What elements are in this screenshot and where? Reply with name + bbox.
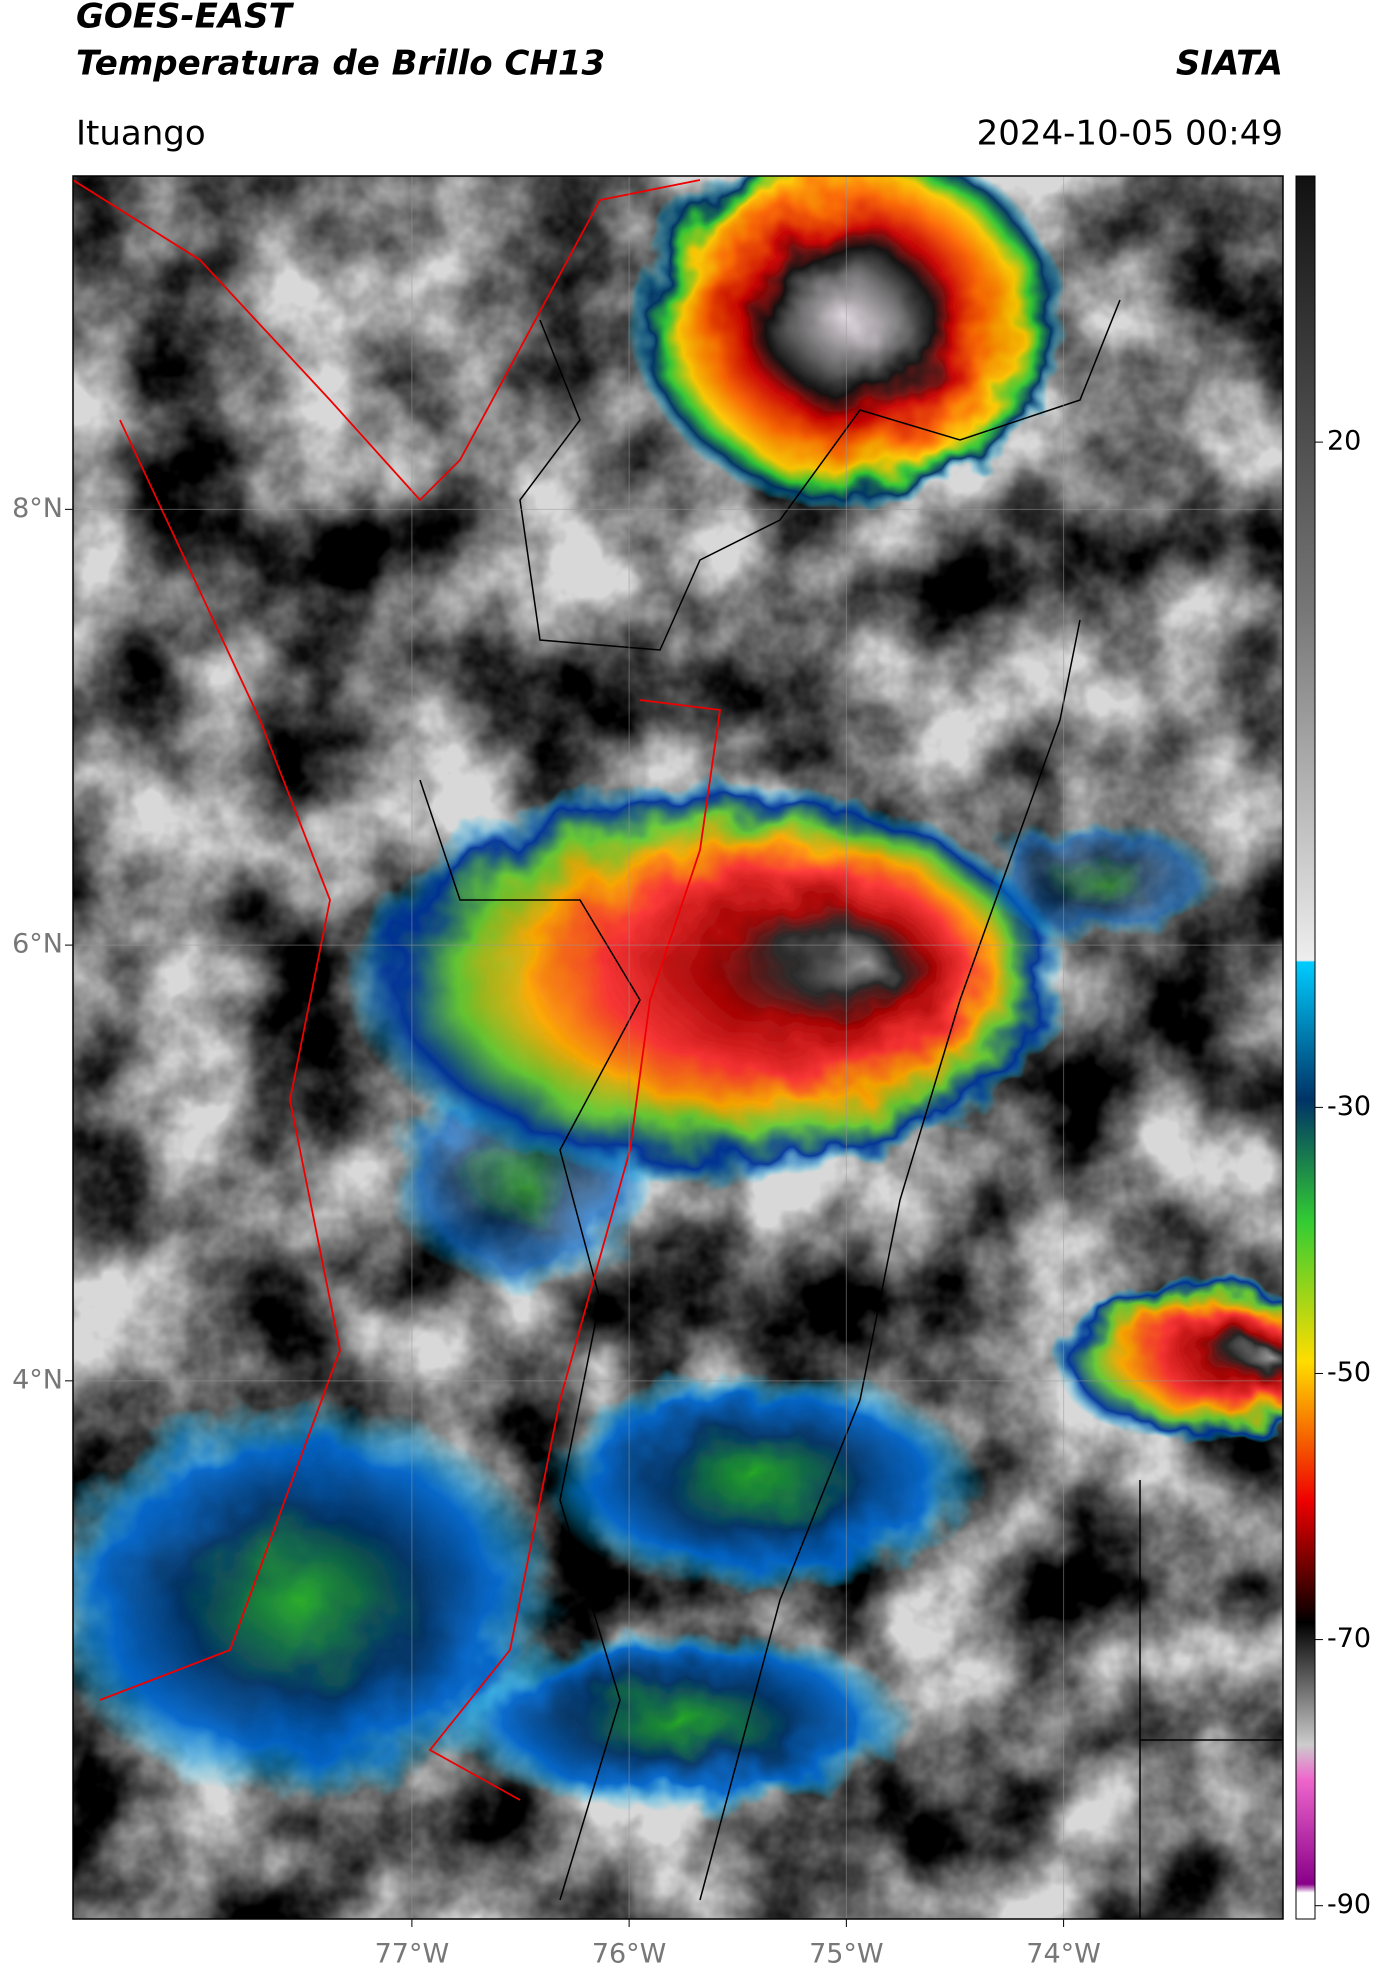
x-tick-label: 77°W [375,1939,450,1970]
org: SIATA [1176,44,1283,84]
colorbar-tick-label: -50 [1327,1357,1371,1388]
datetime: 2024-10-05 00:49 [977,114,1283,154]
x-tick-label: 74°W [1026,1939,1101,1970]
colorbar-tick-label: 20 [1327,426,1361,457]
x-tick-label: 75°W [809,1939,884,1970]
y-tick-label: 4°N [12,1364,63,1395]
x-tick-label: 76°W [592,1939,667,1970]
colorbar-tick-label: -30 [1327,1091,1371,1122]
colorbar-tick-label: -90 [1327,1889,1371,1920]
y-tick-label: 8°N [12,493,63,524]
title: GOES-EAST [76,0,295,37]
y-tick-label: 6°N [12,929,63,960]
admin-borders [419,299,1283,1919]
map-frame [72,175,1284,1920]
satellite-image [73,176,1283,1919]
dept-borders [73,179,722,1801]
subtitle: Temperatura de Brillo CH13 [76,44,605,84]
location: Ituango [76,114,206,154]
colorbar [1295,175,1316,1920]
colorbar-tick-label: -70 [1327,1623,1371,1654]
graticule [73,176,1283,1919]
